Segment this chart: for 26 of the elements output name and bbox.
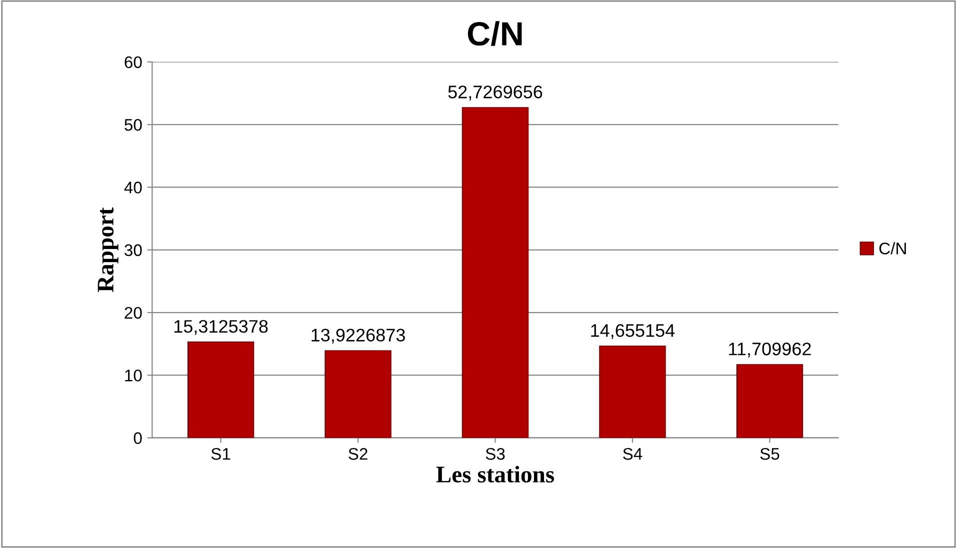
data-label: 15,3125378 <box>174 320 268 335</box>
x-tick-label: S5 <box>760 448 780 460</box>
y-tick-label: 60 <box>124 56 142 68</box>
bar <box>462 107 529 438</box>
bar <box>187 341 254 438</box>
y-tick-label: 20 <box>124 306 142 319</box>
y-tick-label: 10 <box>125 370 142 382</box>
bar <box>736 364 804 438</box>
data-label: 11,709962 <box>729 342 811 358</box>
y-tick-label: 40 <box>124 182 142 194</box>
x-axis-title: Les stations <box>436 466 554 483</box>
x-tick-label: S3 <box>486 448 505 460</box>
y-axis-title: Rapport <box>98 207 118 292</box>
data-label: 14,655154 <box>591 324 675 340</box>
x-tick-label: S4 <box>623 448 642 460</box>
legend-label: C/N <box>879 242 906 254</box>
chart-title: C/N <box>468 21 522 46</box>
y-tick-label: 0 <box>134 432 142 444</box>
data-label: 52,7269656 <box>448 86 542 100</box>
bar <box>324 350 392 438</box>
data-label: 13,9226873 <box>312 328 405 344</box>
y-tick-label: 50 <box>124 118 142 131</box>
x-tick-label: S2 <box>348 448 368 460</box>
bar <box>599 346 666 438</box>
x-tick-label: S1 <box>211 448 230 460</box>
y-tick-label: 30 <box>124 244 142 256</box>
